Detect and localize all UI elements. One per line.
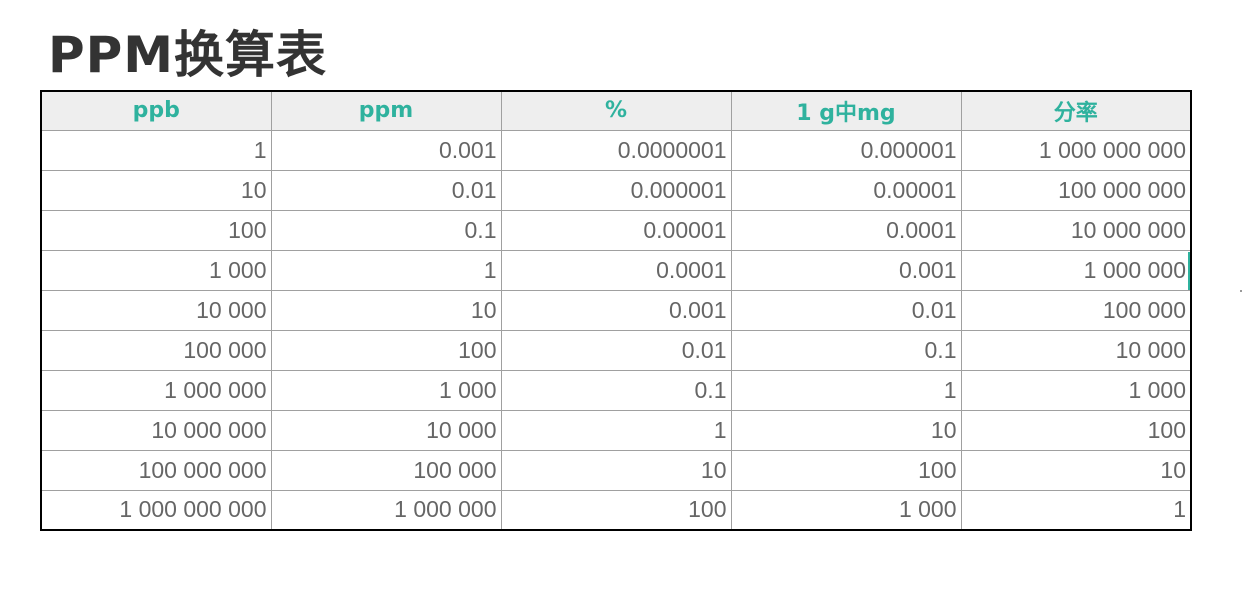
table-cell[interactable]: 10 000 bbox=[270, 409, 502, 451]
table-row: 1 000 1 0.0001 0.001 1 000 000 bbox=[40, 249, 1192, 291]
table-row: 10 000 10 0.001 0.01 100 000 bbox=[40, 289, 1192, 331]
table-cell[interactable]: 10 000 bbox=[40, 289, 272, 331]
table-cell[interactable]: 0.0001 bbox=[730, 209, 962, 251]
table-cell[interactable]: 0.01 bbox=[500, 329, 732, 371]
column-header-ppm: ppm bbox=[270, 90, 502, 131]
column-header-mg-per-g: 1 g中mg bbox=[730, 90, 962, 131]
table-cell[interactable]: 1 000 000 bbox=[40, 369, 272, 411]
table-cell[interactable]: 0.1 bbox=[730, 329, 962, 371]
cell-selection-edge bbox=[1188, 252, 1190, 290]
table-cell[interactable]: 1 000 000 000 bbox=[40, 489, 272, 531]
table-cell[interactable]: 0.00001 bbox=[500, 209, 732, 251]
table-row: 10 0.01 0.000001 0.00001 100 000 000 bbox=[40, 169, 1192, 211]
table-cell[interactable]: 0.01 bbox=[730, 289, 962, 331]
table-row: 1 000 000 1 000 0.1 1 1 000 bbox=[40, 369, 1192, 411]
table-cell[interactable]: 10 bbox=[40, 169, 272, 211]
table-cell[interactable]: 10 bbox=[500, 449, 732, 491]
table-cell[interactable]: 0.000001 bbox=[730, 129, 962, 171]
table-cell[interactable]: 1 bbox=[270, 249, 502, 291]
table-cell[interactable]: 10 bbox=[960, 449, 1192, 491]
table-cell[interactable]: 100 bbox=[730, 449, 962, 491]
table-cell[interactable]: 0.001 bbox=[730, 249, 962, 291]
table-cell[interactable]: 1 000 000 bbox=[270, 489, 502, 531]
table-cell[interactable]: 0.0001 bbox=[500, 249, 732, 291]
table-cell[interactable]: 1 000 bbox=[730, 489, 962, 531]
table-cell[interactable]: 0.001 bbox=[270, 129, 502, 171]
ppm-conversion-table: ppb ppm % 1 g中mg 分率 1 0.001 0.0000001 0.… bbox=[40, 90, 1192, 531]
table-cell[interactable]: 100 000 000 bbox=[960, 169, 1192, 211]
table-row: 100 0.1 0.00001 0.0001 10 000 000 bbox=[40, 209, 1192, 251]
table-cell[interactable]: 1 000 000 bbox=[960, 249, 1192, 291]
table-cell[interactable]: 100 bbox=[40, 209, 272, 251]
table-header: ppb ppm % 1 g中mg 分率 bbox=[40, 90, 1192, 131]
table-cell[interactable]: 1 bbox=[40, 129, 272, 171]
column-header-fraction: 分率 bbox=[960, 90, 1192, 131]
table-cell[interactable]: 10 000 bbox=[960, 329, 1192, 371]
table-cell[interactable]: 100 000 000 bbox=[40, 449, 272, 491]
table-cell[interactable]: 100 000 bbox=[40, 329, 272, 371]
header-row: ppb ppm % 1 g中mg 分率 bbox=[40, 90, 1192, 131]
table-cell[interactable]: 0.001 bbox=[500, 289, 732, 331]
page-title: PPM换算表 bbox=[48, 26, 328, 84]
table-cell[interactable]: 100 bbox=[270, 329, 502, 371]
table-cell[interactable]: 0.00001 bbox=[730, 169, 962, 211]
table-row: 100 000 100 0.01 0.1 10 000 bbox=[40, 329, 1192, 371]
table-cell[interactable]: 100 bbox=[960, 409, 1192, 451]
table-row: 1 000 000 000 1 000 000 100 1 000 1 bbox=[40, 489, 1192, 531]
table-cell[interactable]: 1 000 bbox=[40, 249, 272, 291]
table-cell[interactable]: 1 bbox=[500, 409, 732, 451]
table-cell[interactable]: 1 000 000 000 bbox=[960, 129, 1192, 171]
table-cell[interactable]: 0.01 bbox=[270, 169, 502, 211]
table-row: 1 0.001 0.0000001 0.000001 1 000 000 000 bbox=[40, 129, 1192, 171]
table-cell[interactable]: 1 bbox=[730, 369, 962, 411]
table-cell[interactable]: 1 000 bbox=[270, 369, 502, 411]
cursor-dot bbox=[1240, 290, 1242, 292]
table-row: 10 000 000 10 000 1 10 100 bbox=[40, 409, 1192, 451]
table-cell[interactable]: 1 000 bbox=[960, 369, 1192, 411]
table-cell[interactable]: 0.000001 bbox=[500, 169, 732, 211]
column-header-ppb: ppb bbox=[40, 90, 272, 131]
table-cell[interactable]: 1 bbox=[960, 489, 1192, 531]
table-cell[interactable]: 0.0000001 bbox=[500, 129, 732, 171]
table-cell[interactable]: 0.1 bbox=[500, 369, 732, 411]
table-row: 100 000 000 100 000 10 100 10 bbox=[40, 449, 1192, 491]
table-cell[interactable]: 100 bbox=[500, 489, 732, 531]
column-header-percent: % bbox=[500, 90, 732, 131]
table-cell[interactable]: 10 000 000 bbox=[960, 209, 1192, 251]
table-cell[interactable]: 10 bbox=[730, 409, 962, 451]
table-cell[interactable]: 0.1 bbox=[270, 209, 502, 251]
table-cell[interactable]: 10 000 000 bbox=[40, 409, 272, 451]
table-cell[interactable]: 100 000 bbox=[960, 289, 1192, 331]
table-body: 1 0.001 0.0000001 0.000001 1 000 000 000… bbox=[40, 129, 1192, 531]
table-cell[interactable]: 10 bbox=[270, 289, 502, 331]
table-cell[interactable]: 100 000 bbox=[270, 449, 502, 491]
